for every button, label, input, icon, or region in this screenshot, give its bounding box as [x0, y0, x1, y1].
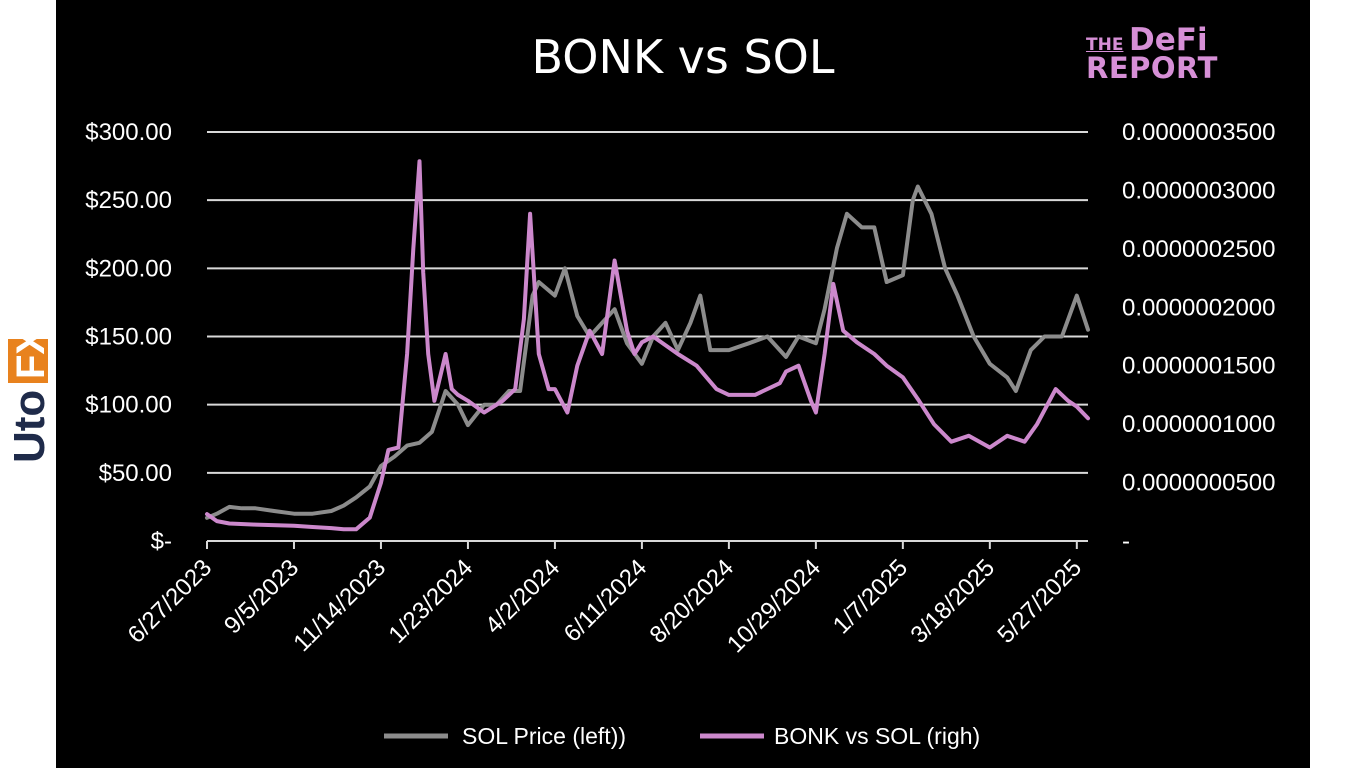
y-left-tick-label: $300.00	[85, 119, 172, 146]
y-right-tick-label: 0.0000001000	[1122, 411, 1276, 438]
legend: SOL Price (left)) BONK vs SOL (righ)	[384, 723, 980, 749]
legend-label: BONK vs SOL (righ)	[774, 723, 980, 749]
svg-text:FX: FX	[9, 328, 53, 379]
brand-the: THE	[1086, 35, 1124, 55]
x-tick-label: 10/29/2024	[722, 554, 826, 658]
chart-panel	[56, 0, 1310, 768]
x-tick-label: 4/2/2024	[480, 554, 565, 639]
utofx-watermark-logo: Uto FX	[5, 328, 54, 463]
brand-report: REPORT	[1086, 51, 1218, 85]
y-left-tick-label: $200.00	[85, 255, 172, 282]
brand-logo: THE DeFi REPORT	[1086, 25, 1218, 83]
x-tick-label: 6/11/2024	[559, 554, 652, 647]
x-tick-label: 1/7/2025	[828, 554, 913, 639]
y-right-tick-label: 0.0000000500	[1122, 470, 1276, 497]
series-line-sol-price	[205, 184, 1090, 520]
y-left-tick-label: $150.00	[85, 324, 172, 351]
x-tick-label: 5/27/2025	[992, 554, 1087, 649]
y-left-tick-label: $250.00	[85, 187, 172, 214]
x-tick-label: 8/20/2024	[645, 554, 740, 649]
chart-title: BONK vs SOL	[531, 30, 835, 84]
y-left-tick-label: $50.00	[99, 460, 172, 487]
x-tick-label: 1/23/2024	[384, 554, 479, 649]
grid-lines	[207, 131, 1088, 474]
y-right-tick-label: 0.0000001500	[1122, 353, 1276, 380]
y-left-tick-label: $100.00	[85, 392, 172, 419]
series-layer	[205, 159, 1090, 532]
y-axis-left: $- $50.00 $100.00 $150.00 $200.00 $250.00 $300…	[85, 119, 172, 555]
y-right-tick-label: 0.0000003500	[1122, 119, 1276, 146]
y-axis-right: - 0.0000000500 0.0000001000 0.0000001500 0.0…	[1122, 119, 1276, 555]
legend-label: SOL Price (left))	[462, 723, 626, 749]
brand-defi: DeFi	[1129, 22, 1208, 58]
x-tick-label: 9/5/2023	[219, 554, 304, 639]
y-right-tick-label: -	[1122, 528, 1130, 555]
y-left-tick-label: $-	[151, 528, 172, 555]
x-tick-label: 3/18/2025	[905, 554, 1000, 649]
x-tick-label: 6/27/2023	[123, 554, 218, 649]
y-right-tick-label: 0.0000002500	[1122, 236, 1276, 263]
x-tick-label: 11/14/2023	[288, 554, 391, 657]
svg-text:Uto: Uto	[5, 390, 54, 463]
y-right-tick-label: 0.0000003000	[1122, 177, 1276, 204]
series-line-bonk-vs-sol	[205, 159, 1090, 532]
y-right-tick-label: 0.0000002000	[1122, 294, 1276, 321]
